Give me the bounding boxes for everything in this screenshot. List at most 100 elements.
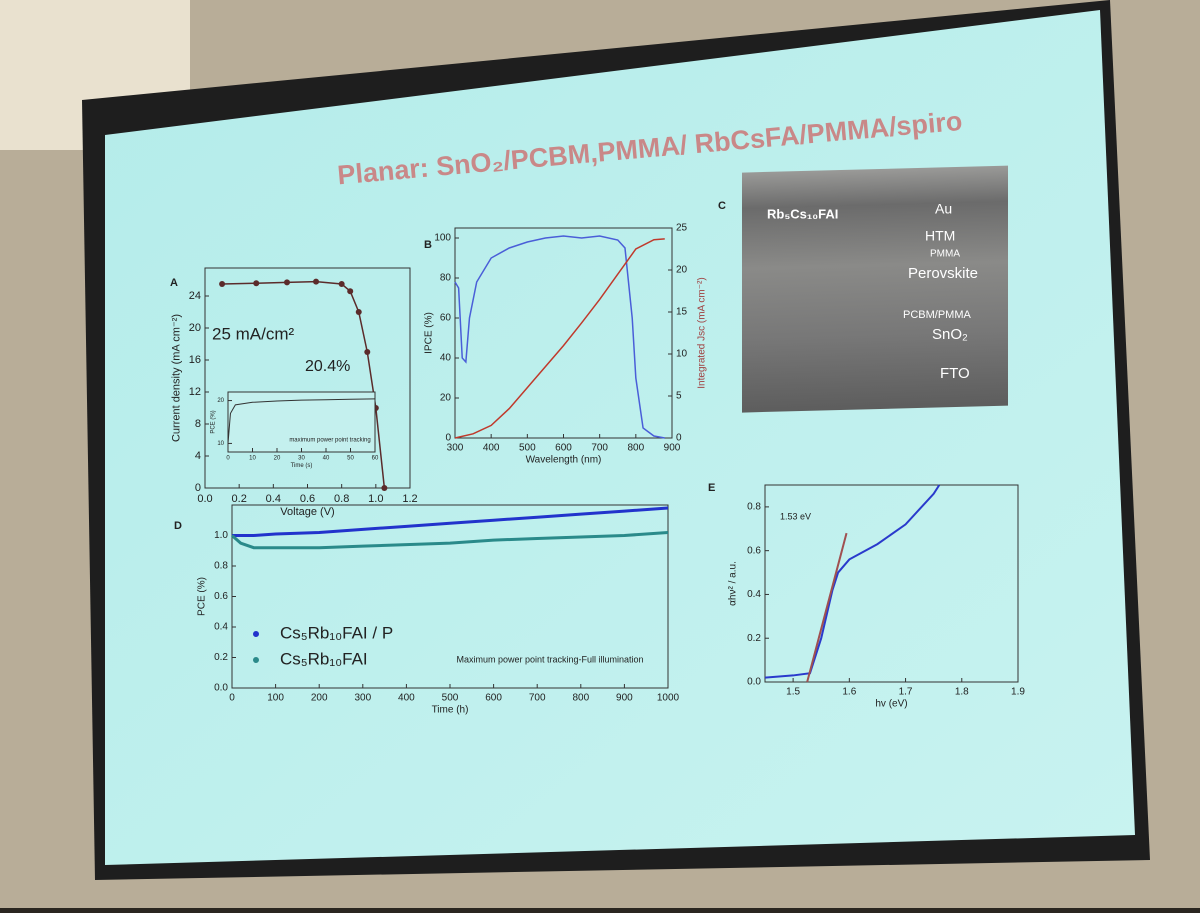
y-tick-label: 0.2 — [747, 633, 761, 644]
series-line — [764, 484, 941, 679]
y2-axis-label: Integrated Jsc (mA cm⁻²) — [697, 277, 708, 388]
annotation: maximum power point tracking — [289, 438, 370, 444]
x-tick-label: 1.5 — [786, 687, 800, 698]
y-tick-label: 0.0 — [214, 683, 228, 694]
annotation: 20.4% — [305, 358, 350, 375]
data-point — [355, 309, 362, 315]
y-tick-label: 0.8 — [747, 502, 761, 513]
x-tick-label: 700 — [591, 443, 608, 454]
x-tick-label: 700 — [529, 693, 546, 704]
y-tick-label: 16 — [189, 354, 201, 366]
y-tick-label: 0.4 — [747, 589, 761, 600]
x-tick-label: 1.2 — [402, 493, 417, 505]
y-tick-label: 100 — [434, 233, 451, 244]
y-axis-label: αhν² / a.u. — [728, 561, 739, 606]
data-point — [381, 485, 388, 491]
y-tick-label: 20 — [440, 393, 452, 404]
y-tick-label: 0.8 — [214, 561, 228, 572]
y-tick-label: 40 — [440, 353, 452, 364]
layer-label: HTM — [925, 228, 955, 244]
x-tick-label: 400 — [483, 443, 500, 454]
layer-label: FTO — [940, 365, 970, 382]
annotation: 1.53 eV — [780, 511, 811, 521]
data-point — [219, 281, 226, 287]
layer-label: SnO₂ — [932, 326, 968, 343]
x-tick-label: 0 — [226, 456, 230, 462]
x-tick-label: 1.6 — [842, 687, 856, 698]
y-tick-label: 0.2 — [214, 652, 228, 663]
y2-tick-label: 20 — [676, 265, 688, 276]
annotation: Maximum power point tracking-Full illumi… — [456, 654, 643, 664]
y2-tick-label: 15 — [676, 307, 688, 318]
y-tick-label: 0 — [445, 433, 451, 444]
legend-label: Cs₅Rb₁₀FAI — [280, 649, 368, 668]
x-tick-label: 1000 — [657, 693, 680, 704]
y-tick-label: 0 — [195, 482, 201, 494]
x-tick-label: 500 — [442, 693, 459, 704]
y-axis-label: Current density (mA cm⁻²) — [170, 314, 182, 442]
sem-caption: Rb₅Cs₁₀FAI — [767, 206, 838, 221]
panel-label: D — [174, 520, 182, 532]
y-tick-label: 0.0 — [747, 677, 761, 688]
y-tick-label: 10 — [217, 441, 224, 447]
y2-tick-label: 25 — [676, 223, 688, 234]
plot-frame — [764, 484, 1019, 683]
x-tick-label: 0.2 — [232, 493, 247, 505]
x-axis-label: hv (eV) — [875, 699, 907, 710]
y-tick-label: 20 — [217, 398, 224, 404]
series-line — [454, 235, 665, 439]
legend-marker — [253, 657, 259, 663]
y-tick-label: 80 — [440, 273, 452, 284]
x-tick-label: 60 — [372, 456, 379, 462]
y-tick-label: 12 — [189, 386, 201, 398]
x-tick-label: 0.8 — [334, 493, 349, 505]
x-tick-label: 50 — [347, 456, 354, 462]
y-tick-label: 0.6 — [747, 545, 761, 556]
x-tick-label: 300 — [447, 443, 464, 454]
x-tick-label: 0.4 — [266, 493, 281, 505]
x-tick-label: 10 — [249, 456, 256, 462]
y-tick-label: 8 — [195, 418, 201, 430]
x-tick-label: 1.8 — [955, 687, 969, 698]
data-point — [347, 288, 354, 295]
series-line — [227, 398, 376, 444]
data-point — [338, 281, 345, 287]
y-tick-label: 4 — [195, 450, 201, 462]
x-tick-label: 300 — [354, 693, 371, 704]
x-tick-label: 0 — [229, 693, 235, 704]
series-line — [231, 530, 669, 550]
y-tick-label: 1.0 — [214, 530, 228, 541]
x-tick-label: 900 — [664, 443, 681, 454]
x-tick-label: 100 — [267, 693, 284, 704]
x-tick-label: 900 — [616, 693, 633, 704]
y-axis-label: IPCE (%) — [424, 312, 435, 354]
x-tick-label: 30 — [298, 456, 305, 462]
legend-label: Cs₅Rb₁₀FAI / P — [280, 623, 393, 642]
x-tick-label: 500 — [519, 443, 536, 454]
x-tick-label: 200 — [311, 693, 328, 704]
x-tick-label: 1.9 — [1011, 687, 1025, 698]
sem-image: C Rb₅Cs₁₀FAI Au HTM PMMA Perovskite PCBM… — [718, 165, 1008, 413]
x-tick-label: 40 — [323, 456, 330, 462]
panel-label: C — [718, 200, 726, 212]
data-point — [313, 278, 320, 285]
layer-label: PCBM/PMMA — [903, 309, 972, 321]
panel-label: B — [424, 239, 432, 251]
y-tick-label: 0.6 — [214, 591, 228, 602]
y-tick-label: 20 — [189, 322, 201, 334]
layer-label: Au — [935, 201, 952, 217]
annotation: 25 mA/cm² — [212, 324, 295, 343]
y-tick-label: 60 — [440, 313, 452, 324]
x-tick-label: 400 — [398, 693, 415, 704]
y-tick-label: 24 — [189, 290, 201, 302]
layer-label: Perovskite — [908, 265, 978, 282]
y2-tick-label: 0 — [676, 433, 682, 444]
data-point — [284, 279, 290, 286]
x-tick-label: 800 — [572, 693, 589, 704]
data-point — [253, 280, 260, 287]
series-line — [232, 506, 669, 537]
panel-label: E — [708, 482, 715, 494]
series-line — [454, 238, 665, 439]
sem-photo — [742, 165, 1008, 413]
series-line — [806, 532, 848, 683]
